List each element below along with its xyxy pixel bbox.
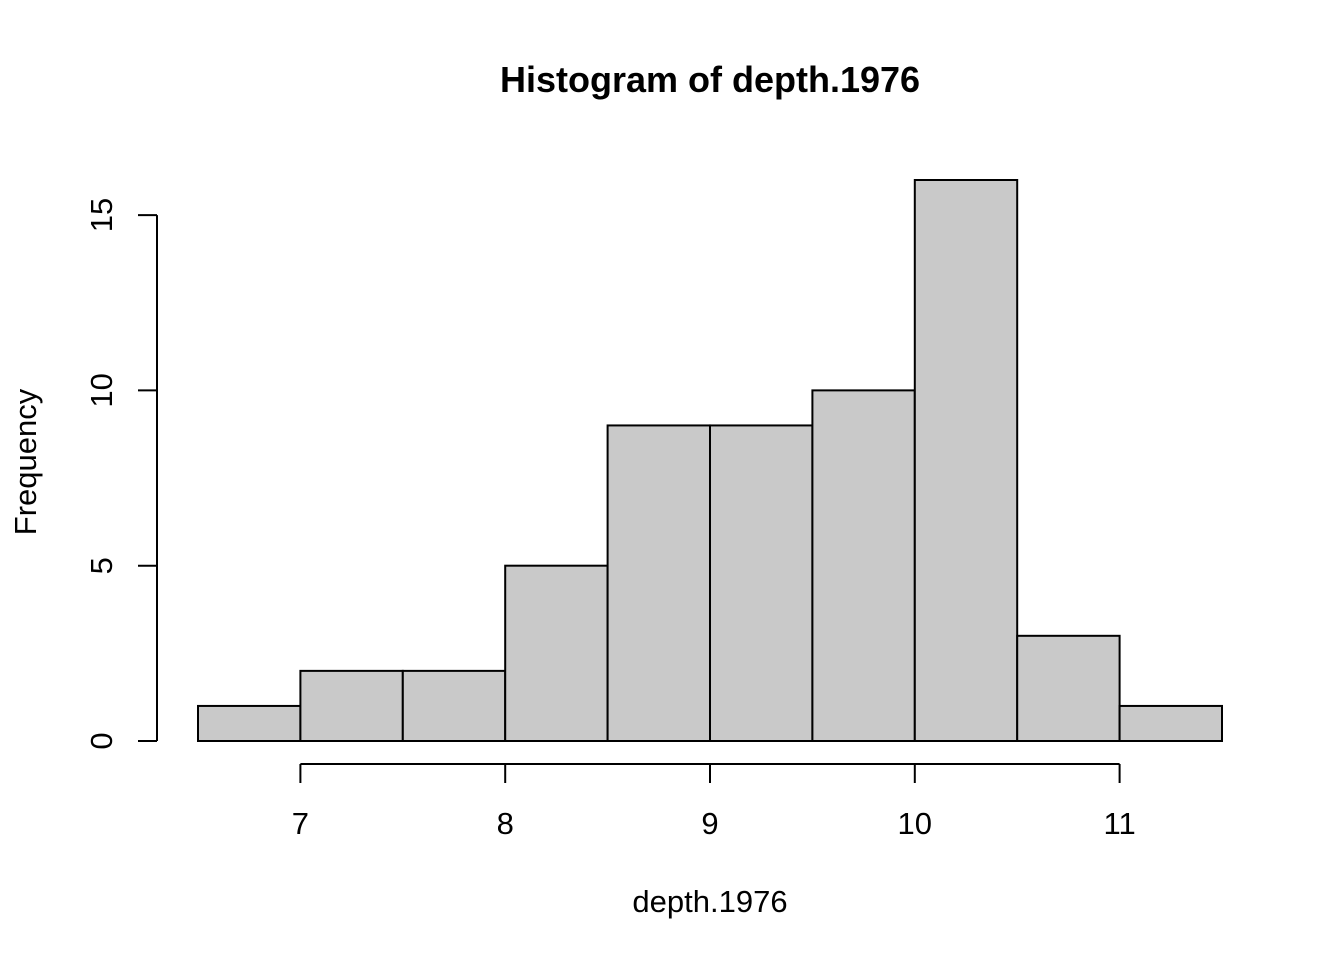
y-tick-label: 5 <box>84 557 119 574</box>
bars-group <box>197 179 1223 742</box>
y-axis-label: Frequency <box>8 388 43 535</box>
x-tick-label: 7 <box>292 806 309 841</box>
x-axis: 7 8 9 10 11 <box>292 763 1136 841</box>
x-tick-label: 11 <box>1104 806 1136 841</box>
histogram-bar-2 <box>401 669 507 742</box>
chart-title: Histogram of depth.1976 <box>500 59 920 100</box>
x-tick-label: 9 <box>701 806 718 841</box>
histogram-bar-4 <box>606 424 711 742</box>
histogram-bar-9 <box>1118 704 1223 742</box>
x-axis-label: depth.1976 <box>632 884 787 919</box>
y-tick-label: 10 <box>84 373 119 407</box>
histogram-bar-8 <box>1016 634 1121 742</box>
y-tick-label: 0 <box>84 732 119 749</box>
y-tick-label: 15 <box>84 198 119 232</box>
histogram-bar-7 <box>913 179 1019 742</box>
y-axis: 0 5 10 15 <box>84 198 158 750</box>
histogram-bar-0 <box>197 704 302 742</box>
x-tick-label: 10 <box>898 806 932 841</box>
histogram-bar-1 <box>299 669 404 742</box>
histogram-bar-6 <box>811 389 916 742</box>
histogram-bar-5 <box>709 424 814 742</box>
x-tick-label: 8 <box>497 806 514 841</box>
histogram-bar-3 <box>504 564 609 742</box>
